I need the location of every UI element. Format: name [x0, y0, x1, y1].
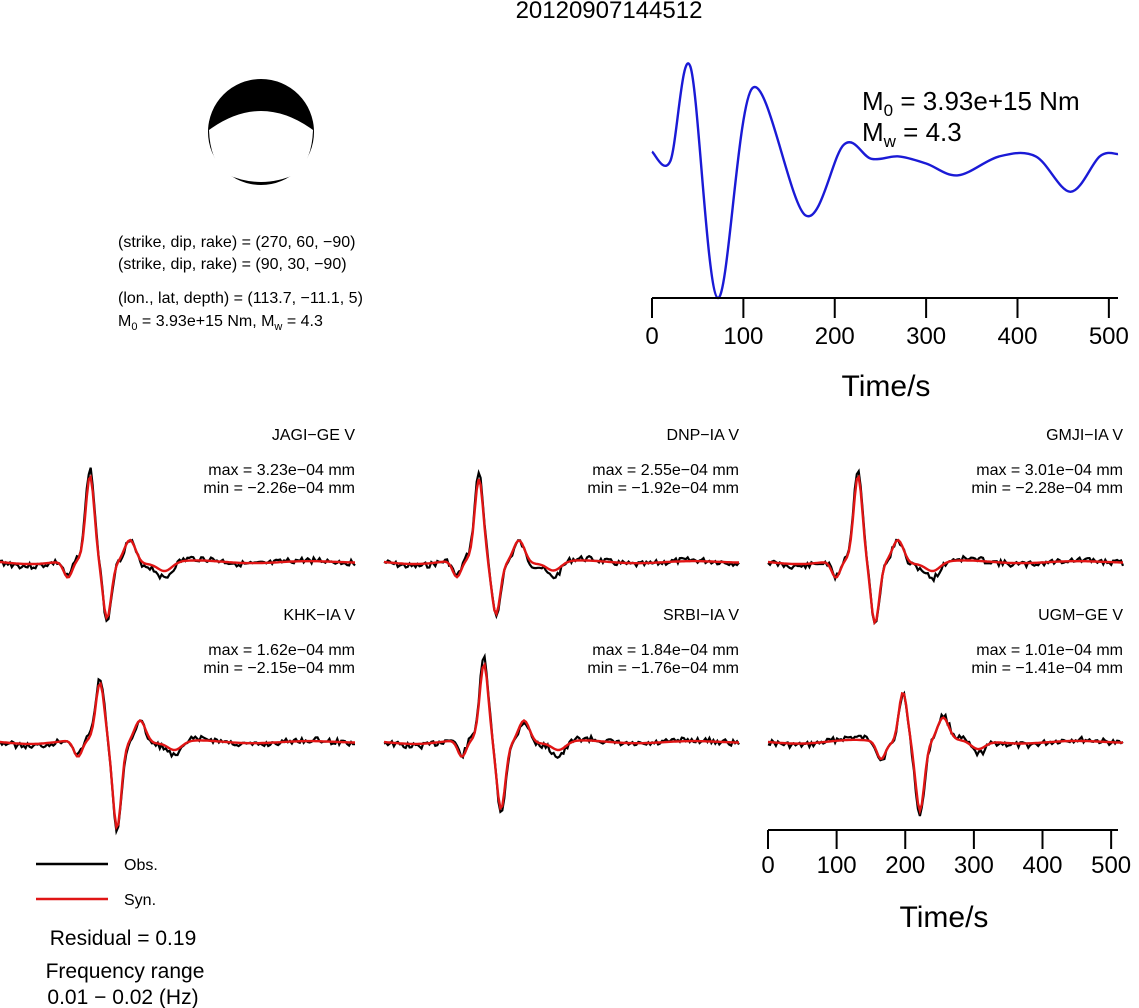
figure-title: 20120907144512: [516, 0, 703, 24]
wave-tick-label: 200: [885, 852, 925, 879]
station-min: min = −1.76e−04 mm: [587, 660, 739, 677]
event-location: (lon., lat, depth) = (113.7, −11.1, 5): [118, 290, 363, 307]
beachball-icon: [208, 79, 314, 185]
legend-syn-label: Syn.: [124, 892, 156, 909]
station-max: max = 1.01e−04 mm: [976, 642, 1123, 659]
wave-tick-label: 100: [817, 852, 857, 879]
stf-magnitude: Mw = 4.3: [862, 117, 962, 151]
station-min: min = −1.92e−04 mm: [587, 480, 739, 497]
station-min: min = −2.28e−04 mm: [971, 480, 1123, 497]
stf-tick-label: 100: [723, 323, 763, 350]
stf-tick-label: 500: [1089, 323, 1129, 350]
station-max: max = 3.01e−04 mm: [976, 462, 1123, 479]
nodal-plane-2: (strike, dip, rake) = (90, 30, −90): [118, 256, 347, 273]
synthetic-trace: [383, 661, 739, 811]
stf-tick-label: 200: [815, 323, 855, 350]
event-moment: M0 = 3.93e+15 Nm, Mw = 4.3: [118, 313, 323, 333]
station-max: max = 1.62e−04 mm: [208, 642, 355, 659]
wave-tick-label: 300: [954, 852, 994, 879]
stf-panel: M0 = 3.93e+15 Nm Mw = 4.3 0 100 200 300 400 5…: [645, 62, 1129, 403]
frequency-range: 0.01 − 0.02 (Hz): [47, 986, 198, 1008]
synthetic-trace: [0, 474, 355, 621]
station-name: KHK−IA V: [283, 607, 355, 624]
frequency-label: Frequency range: [46, 960, 205, 983]
station-name: DNP−IA V: [667, 427, 740, 444]
observed-trace: [383, 652, 740, 814]
station-max: max = 3.23e−04 mm: [208, 462, 355, 479]
station-name: JAGI−GE V: [272, 427, 355, 444]
station-min: min = −2.26e−04 mm: [203, 480, 355, 497]
stf-moment: M0 = 3.93e+15 Nm: [862, 86, 1080, 120]
synthetic-trace: [767, 474, 1123, 626]
synthetic-trace: [0, 681, 355, 831]
station-name: SRBI−IA V: [663, 607, 739, 624]
station-min: min = −1.41e−04 mm: [971, 660, 1123, 677]
waveform-x-label: Time/s: [900, 901, 989, 934]
waveform-x-axis: 0 100 200 300 400 500: [761, 829, 1131, 879]
stf-tick-label: 0: [645, 323, 658, 350]
synthetic-trace: [383, 478, 739, 617]
observed-trace: [0, 677, 355, 836]
wave-tick-label: 500: [1091, 852, 1131, 879]
station-name: UGM−GE V: [1038, 607, 1123, 624]
station-max: max = 1.84e−04 mm: [592, 642, 739, 659]
stf-x-axis: 0 100 200 300 400 500: [645, 297, 1129, 350]
synthetic-trace: [767, 691, 1123, 815]
station-min: min = −2.15e−04 mm: [203, 660, 355, 677]
legend-obs-label: Obs.: [124, 857, 158, 874]
nodal-plane-1: (strike, dip, rake) = (270, 60, −90): [118, 234, 355, 251]
stf-curve: [651, 62, 1119, 300]
stf-tick-label: 400: [997, 323, 1037, 350]
station-max: max = 2.55e−04 mm: [592, 462, 739, 479]
legend: Obs. Syn.: [36, 857, 158, 909]
residual-value: Residual = 0.19: [50, 927, 197, 950]
wave-tick-label: 400: [1022, 852, 1062, 879]
stf-x-label: Time/s: [842, 370, 931, 403]
wave-tick-label: 0: [761, 852, 774, 879]
stf-tick-label: 300: [906, 323, 946, 350]
focal-info: (strike, dip, rake) = (270, 60, −90) (st…: [118, 234, 363, 333]
station-name: GMJI−IA V: [1046, 427, 1123, 444]
observed-trace: [767, 690, 1124, 817]
